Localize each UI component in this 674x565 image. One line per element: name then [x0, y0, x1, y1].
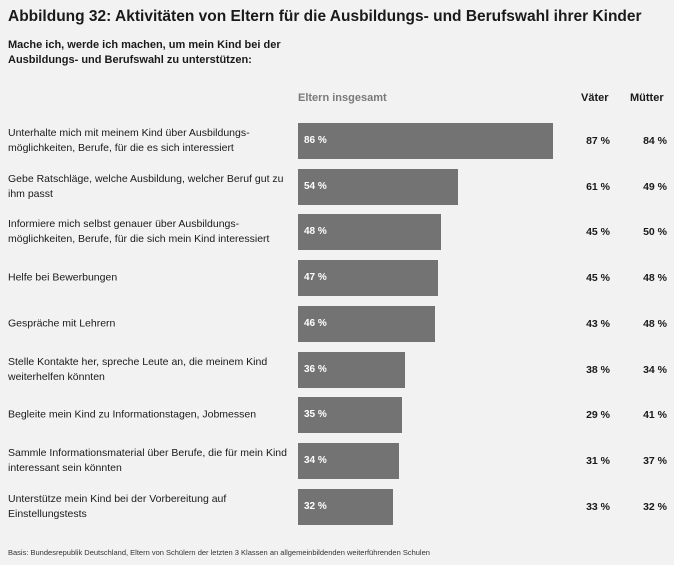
- bar-value-label: 36 %: [304, 363, 327, 375]
- mothers-value: 32 %: [643, 500, 667, 513]
- chart-row: Begleite mein Kind zu Informationstagen,…: [0, 392, 674, 438]
- category-label: Begleite mein Kind zu Informationstagen,…: [8, 408, 257, 421]
- chart-row: Unterstütze mein Kind bei der Vorbereitu…: [0, 484, 674, 530]
- mothers-value: 41 %: [643, 409, 667, 422]
- chart-row: Gebe Ratschläge, welche Ausbildung, welc…: [0, 164, 674, 210]
- category-label: Gespräche mit Lehrern: [8, 317, 116, 330]
- chart-title: Abbildung 32: Aktivitäten von Eltern für…: [8, 8, 642, 25]
- category-label: Unterstütze mein Kind bei der Vorbereitu…: [8, 492, 227, 520]
- bar-value-label: 32 %: [304, 500, 327, 512]
- chart-subtitle: Mache ich, werde ich machen, um mein Kin…: [8, 39, 281, 66]
- bar-value-label: 86 %: [304, 135, 327, 146]
- mothers-value: 34 %: [643, 363, 667, 376]
- chart-row: Unterhalte mich mit meinem Kind über Aus…: [0, 118, 674, 164]
- category-label: Sammle Informationsmaterial über Berufe,…: [8, 446, 287, 474]
- mothers-value: 48 %: [643, 272, 667, 285]
- category-label: Helfe bei Bewerbungen: [8, 271, 118, 284]
- mothers-value: 48 %: [643, 317, 667, 330]
- fathers-value: 45 %: [586, 272, 610, 285]
- fathers-value: 33 %: [586, 500, 610, 513]
- bar-total: [298, 305, 435, 342]
- category-label: Informiere mich selbst genauer über Ausb…: [8, 218, 270, 246]
- column-header-total: Eltern insgesamt: [298, 92, 387, 104]
- fathers-value: 61 %: [586, 180, 610, 193]
- bar-total: [298, 488, 394, 525]
- chart-row: Sammle Informationsmaterial über Berufe,…: [0, 438, 674, 484]
- chart-row: Informiere mich selbst genauer über Ausb…: [0, 209, 674, 255]
- footnote: Basis: Bundesrepublik Deutschland, Elter…: [8, 548, 430, 557]
- bar-total: [298, 168, 459, 205]
- bar-value-label: 47 %: [304, 272, 327, 284]
- fathers-value: 38 %: [586, 363, 610, 376]
- chart-row: Helfe bei Bewerbungen 47 % 45 % 48 %: [0, 255, 674, 301]
- mothers-value: 37 %: [643, 454, 667, 467]
- bar-total: [298, 214, 441, 251]
- bar-value-label: 35 %: [304, 409, 327, 421]
- category-label: Unterhalte mich mit meinem Kind über Aus…: [8, 127, 250, 154]
- bar-total: [298, 397, 402, 434]
- category-label: Gebe Ratschläge, welche Ausbildung, welc…: [8, 172, 284, 200]
- bar-total: [298, 442, 399, 479]
- fathers-value: 31 %: [586, 454, 610, 467]
- bar-total: [298, 123, 554, 159]
- mothers-value: 49 %: [643, 180, 667, 193]
- fathers-value: 29 %: [586, 409, 610, 422]
- chart-row: Gespräche mit Lehrern 46 % 43 % 48 %: [0, 301, 674, 347]
- bar-value-label: 34 %: [304, 454, 327, 466]
- bar-value-label: 48 %: [304, 226, 327, 238]
- bar-value-label: 46 %: [304, 317, 327, 329]
- fathers-value: 43 %: [586, 317, 610, 330]
- mothers-value: 50 %: [643, 226, 667, 239]
- bar-total: [298, 260, 438, 297]
- fathers-value: 87 %: [586, 135, 610, 147]
- bar-total: [298, 351, 405, 388]
- column-header-mothers: Mütter: [630, 92, 664, 104]
- category-label: Stelle Kontakte her, spreche Leute an, d…: [8, 355, 268, 383]
- column-header-fathers: Väter: [581, 92, 609, 104]
- fathers-value: 45 %: [586, 226, 610, 239]
- bar-value-label: 54 %: [304, 180, 327, 192]
- mothers-value: 84 %: [643, 135, 667, 147]
- chart-row: Stelle Kontakte her, spreche Leute an, d…: [0, 347, 674, 393]
